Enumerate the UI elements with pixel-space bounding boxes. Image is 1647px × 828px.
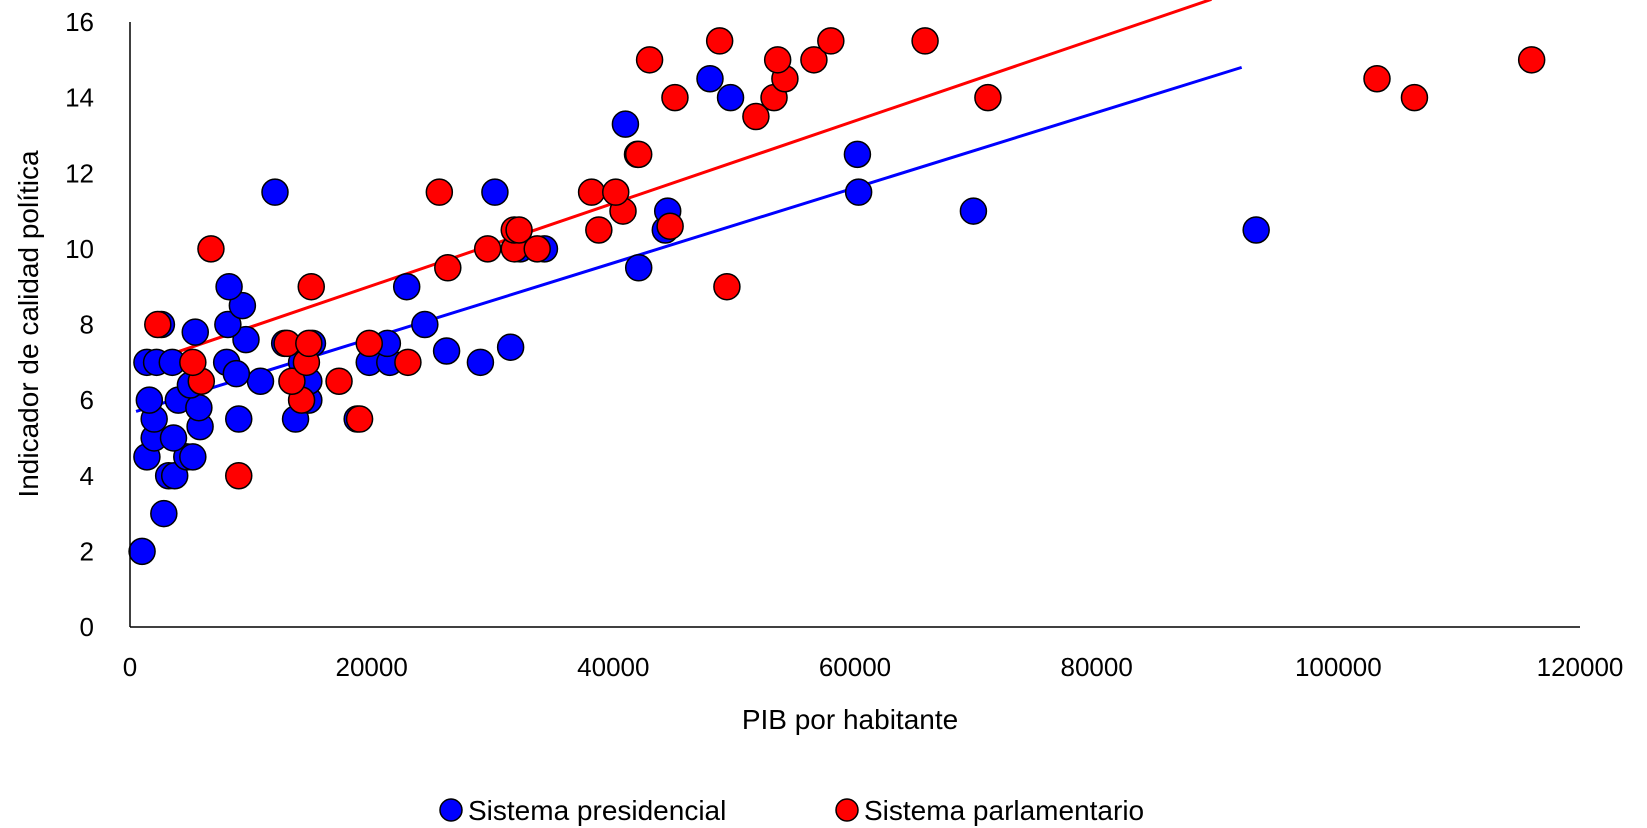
y-tick-label: 14 (65, 83, 94, 113)
data-point[interactable] (959, 197, 988, 225)
data-point[interactable] (392, 272, 421, 301)
data-point[interactable] (763, 46, 792, 74)
data-point[interactable] (179, 443, 207, 471)
data-point[interactable] (624, 254, 653, 282)
data-point[interactable] (1400, 83, 1429, 112)
data-point[interactable] (232, 325, 260, 354)
data-point[interactable] (523, 235, 551, 263)
data-point[interactable] (696, 64, 724, 93)
data-point[interactable] (466, 348, 495, 377)
data-point[interactable] (135, 386, 164, 414)
data-point[interactable] (1242, 216, 1270, 244)
data-point[interactable] (325, 367, 353, 395)
data-point[interactable] (624, 140, 653, 169)
axes: 0 2 4 6 8 10 12 14 16 0 20000 40000 60000 80000 100000… (65, 7, 1623, 682)
trendline-parlamentario (135, 0, 1212, 368)
x-tick-label: 80000 (1061, 652, 1133, 682)
data-point[interactable] (705, 27, 734, 55)
data-point[interactable] (1517, 46, 1546, 74)
data-point[interactable] (197, 235, 225, 263)
series-presidencial (128, 64, 1270, 566)
data-point[interactable] (128, 537, 156, 566)
y-axis-title: Indicador de calidad política (13, 150, 44, 498)
data-point[interactable] (150, 499, 178, 528)
data-point[interactable] (394, 348, 422, 377)
legend: Sistema presidencial Sistema parlamentar… (439, 795, 1144, 826)
data-point[interactable] (179, 348, 207, 377)
data-points (128, 27, 1546, 566)
data-point[interactable] (295, 329, 323, 358)
x-tick-label: 120000 (1537, 652, 1624, 682)
data-point[interactable] (246, 367, 275, 395)
legend-marker-parlamentario (835, 798, 859, 822)
data-point[interactable] (1363, 64, 1391, 93)
data-point[interactable] (432, 337, 461, 365)
data-point[interactable] (742, 102, 770, 131)
y-tick-label: 8 (80, 310, 94, 340)
data-point[interactable] (225, 405, 253, 433)
data-point[interactable] (473, 235, 502, 263)
y-tick-label: 0 (80, 612, 94, 642)
legend-item-presidencial[interactable]: Sistema presidencial (439, 795, 726, 826)
data-point[interactable] (713, 272, 741, 301)
data-point[interactable] (355, 329, 383, 358)
x-tick-label: 20000 (336, 652, 408, 682)
data-point[interactable] (911, 27, 939, 55)
x-tick-label: 60000 (819, 652, 891, 682)
x-axis-title: PIB por habitante (742, 704, 958, 735)
data-point[interactable] (215, 272, 243, 301)
data-point[interactable] (228, 291, 257, 320)
x-tick-label: 40000 (577, 652, 649, 682)
data-point[interactable] (505, 216, 533, 244)
data-point[interactable] (159, 424, 188, 452)
data-point[interactable] (278, 367, 306, 395)
data-point[interactable] (261, 178, 289, 206)
data-point[interactable] (225, 462, 253, 490)
data-point[interactable] (974, 83, 1002, 112)
y-tick-label: 4 (80, 461, 94, 491)
data-point[interactable] (716, 83, 745, 112)
data-point[interactable] (481, 178, 509, 206)
data-point[interactable] (661, 83, 689, 112)
legend-item-parlamentario[interactable]: Sistema parlamentario (835, 795, 1144, 826)
data-point[interactable] (800, 46, 828, 74)
y-tick-label: 12 (65, 158, 94, 188)
data-point[interactable] (434, 254, 462, 282)
y-tick-label: 2 (80, 536, 94, 566)
data-point[interactable] (345, 405, 374, 433)
data-point[interactable] (577, 178, 606, 206)
x-tick-label: 0 (123, 652, 137, 682)
legend-label-parlamentario: Sistema parlamentario (864, 795, 1144, 826)
series-parlamentario (144, 27, 1546, 490)
data-point[interactable] (656, 212, 684, 240)
data-point[interactable] (843, 140, 872, 169)
legend-marker-presidencial (439, 798, 463, 822)
data-point[interactable] (817, 27, 845, 55)
data-point[interactable] (144, 310, 172, 339)
data-point[interactable] (411, 310, 439, 339)
data-point[interactable] (635, 46, 664, 74)
y-tick-label: 6 (80, 385, 94, 415)
data-point[interactable] (425, 178, 454, 206)
data-point[interactable] (585, 216, 613, 244)
data-point[interactable] (297, 272, 325, 301)
data-point[interactable] (611, 110, 640, 138)
x-tick-label: 100000 (1295, 652, 1382, 682)
data-point[interactable] (844, 178, 873, 206)
data-point[interactable] (222, 359, 251, 388)
legend-label-presidencial: Sistema presidencial (468, 795, 726, 826)
y-tick-label: 16 (65, 7, 94, 37)
data-point[interactable] (496, 333, 525, 361)
data-point[interactable] (181, 318, 209, 346)
data-point[interactable] (602, 178, 630, 206)
data-point[interactable] (214, 310, 242, 339)
y-tick-label: 10 (65, 234, 94, 264)
